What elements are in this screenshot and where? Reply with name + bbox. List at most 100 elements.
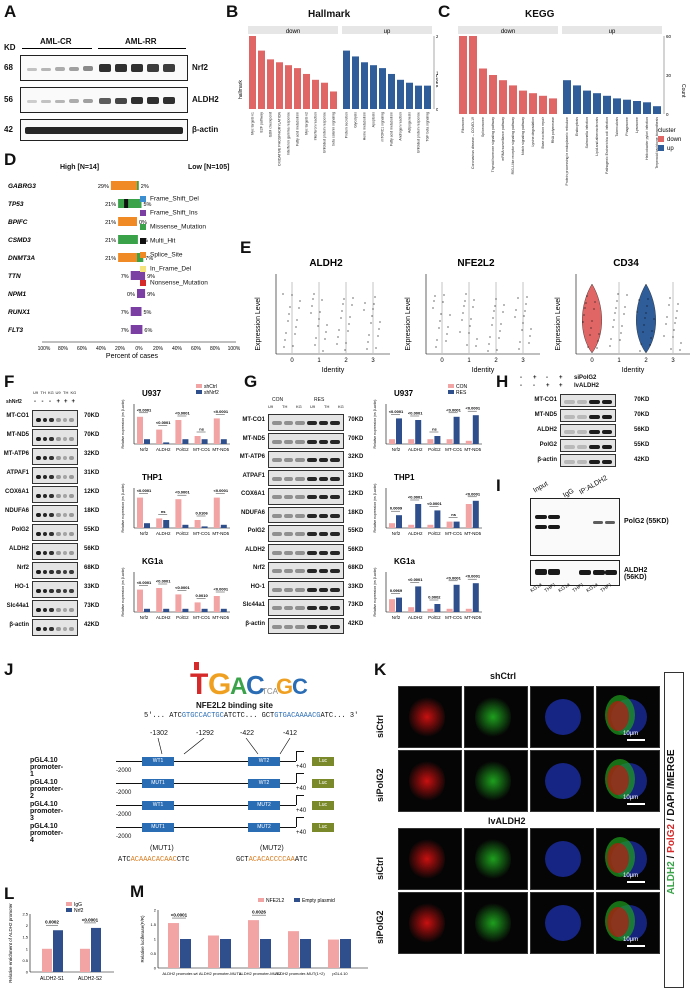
band: [42, 550, 48, 555]
m-legend-empty: Empty plasmid: [302, 898, 335, 904]
violin-dot: [582, 321, 584, 323]
p-value: <0.0001: [466, 406, 481, 411]
down-term-7: Interferon reaction: [314, 112, 318, 140]
band: [62, 512, 68, 517]
band: [307, 624, 317, 629]
f-kd-0: 70KD: [84, 413, 100, 419]
high-bar-3: [118, 235, 137, 244]
j-motif-t: T: [190, 668, 208, 700]
j-promoter-line: [116, 827, 296, 828]
violin-dot: [674, 322, 676, 324]
j-site-title: NFE2L2 binding site: [196, 701, 273, 710]
l-bar-chart: Relative enrichment of ALDH2 promoter 0 0.…: [8, 902, 114, 983]
violin-dot: [321, 299, 323, 301]
violin-dot: [502, 311, 504, 313]
band: [42, 588, 48, 593]
m-p-0: <0.0001: [171, 913, 188, 918]
violin-dot: [299, 300, 301, 302]
low-bar-6: [137, 289, 146, 298]
l-ylabel: Relative enrichment of ALDH2 promoter: [8, 903, 13, 983]
band: [307, 439, 317, 444]
g-kd-10: 73KD: [348, 602, 364, 608]
ylabel: Relative expression (vs β-actin): [373, 484, 377, 533]
violin-dot: [624, 306, 626, 308]
band: [307, 513, 317, 518]
j-site1-1: MUT1: [142, 779, 174, 788]
cat-label: Nrf2: [140, 531, 149, 536]
violin-plots: ALDH2 Expression Level 0 1 2 3 Identity NFE2L2 E…: [255, 258, 690, 374]
band: [56, 455, 61, 460]
j-promoter-line: [116, 805, 296, 806]
band: [56, 493, 61, 498]
band: [69, 626, 74, 631]
hallmark-facet-down: down: [286, 29, 300, 35]
high-pct-5: 7%: [121, 274, 129, 280]
violin-dot: [626, 294, 628, 296]
m-bar-empty-4: [340, 939, 351, 968]
xtick-9: 80%: [210, 346, 221, 352]
violin-dot: [438, 327, 440, 329]
violin-dot: [291, 294, 293, 296]
label-nrf2: Nrf2: [192, 63, 209, 72]
band: [272, 421, 282, 426]
k-cell-2-3: 10μm: [596, 828, 660, 890]
violin-dot: [466, 344, 468, 346]
m-cat-2-a: ALDH2 promoter-MUT2: [239, 971, 282, 976]
p-value: <0.0001: [466, 574, 481, 579]
i-polg2-label: PolG2 (55KD): [624, 518, 669, 525]
down-term-6: Myc targets v2: [305, 112, 309, 135]
violin-dot: [325, 331, 327, 333]
violin-dot: [669, 297, 671, 299]
h-kd-2: 56KD: [634, 427, 650, 433]
j-promoter-line: [116, 783, 296, 784]
band: [330, 458, 340, 463]
violin-dot: [342, 303, 344, 305]
l-bar-nrf2-0: [53, 930, 63, 972]
panel-letter-k: K: [374, 660, 387, 679]
band: [56, 531, 61, 536]
band: [62, 493, 68, 498]
j-mut2-seq: GCTACACACCCCAAATC: [236, 856, 308, 864]
l-cat-1: ALDH2-S2: [78, 976, 102, 982]
k-group-lvaldh2: lvALDH2: [488, 816, 526, 826]
j-motif-a: A: [230, 673, 247, 700]
up-term-0: Protein processing in endoplasmic reticu…: [565, 117, 569, 186]
down-term-5: RIG-I-like receptor signaling pathway: [511, 117, 515, 175]
violin-dot: [352, 297, 354, 299]
m-legend-nfe2l2: NFE2L2: [266, 898, 285, 904]
up-bar-9: [653, 106, 661, 114]
band: [283, 550, 294, 555]
violin-dot: [351, 304, 353, 306]
g-label-6: PolG2: [247, 528, 265, 534]
up-bar-6: [623, 99, 631, 114]
band: [318, 513, 329, 518]
bar-a: [156, 429, 163, 444]
violin-dot: [289, 306, 291, 308]
band: [318, 624, 329, 629]
bar-a: [446, 608, 453, 612]
j-mut1-label: (MUT1): [150, 845, 174, 852]
g-kd-7: 56KD: [348, 546, 364, 553]
down-bar-2: [267, 59, 274, 109]
f-kd-8: 68KD: [84, 565, 100, 571]
band: [330, 606, 340, 611]
legend-item-4: Splice_Site: [140, 246, 183, 264]
cat-label: MT-CO1: [193, 531, 210, 536]
band: [330, 421, 340, 426]
j-construct-label-0: pGL4.10 promoter-1: [30, 757, 64, 778]
high-bar-7: [130, 307, 137, 316]
bar-a: [156, 518, 163, 528]
violin-dot: [663, 335, 665, 337]
bar-b: [434, 604, 441, 612]
violin-dot: [670, 348, 672, 350]
kegg-title: KEGG: [525, 9, 555, 20]
up-bar-1: [352, 56, 359, 109]
l-ytick-5: 2.5: [22, 912, 28, 917]
band: [49, 550, 54, 555]
p-value: <0.0001: [156, 420, 171, 425]
k-cell-0-1: [464, 686, 528, 748]
p-value: <0.0001: [175, 411, 190, 416]
k-cell-3-0: [398, 892, 462, 954]
band: [589, 414, 600, 419]
p-value: 0.0010: [195, 593, 208, 598]
